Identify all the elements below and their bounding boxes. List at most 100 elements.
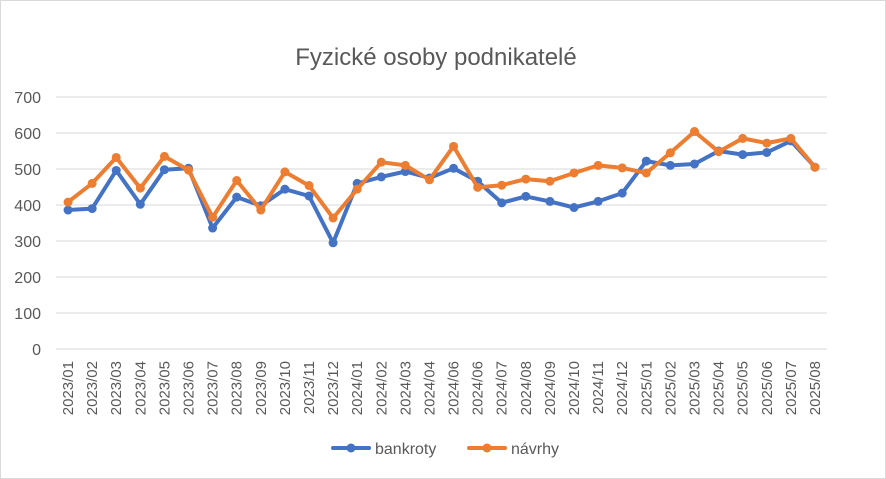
data-point: [810, 162, 820, 172]
x-tick-label: 2024/07: [494, 361, 511, 415]
y-tick-label: 300: [14, 234, 41, 251]
data-point: [593, 196, 603, 206]
data-point: [208, 223, 218, 233]
x-tick-label: 2024/06: [470, 361, 487, 415]
x-tick-label: 2023/10: [277, 361, 294, 415]
x-tick-label: 2025/05: [735, 361, 752, 415]
legend-item-návrhy: návrhy: [467, 441, 559, 458]
data-point: [449, 163, 459, 173]
x-tick-label: 2024/06: [446, 361, 463, 415]
gridlines: [56, 96, 827, 350]
x-tick-label: 2025/06: [759, 361, 776, 415]
chart-title: Fyzické osoby podnikatelé: [295, 44, 576, 71]
data-point: [617, 163, 627, 173]
x-tick-label: 2023/12: [325, 361, 342, 415]
x-tick-label: 2025/04: [711, 361, 728, 415]
data-point: [521, 174, 531, 184]
data-point: [280, 167, 290, 177]
data-point: [135, 199, 145, 209]
data-point: [641, 156, 651, 166]
x-tick-label: 2024/02: [373, 361, 390, 415]
data-point: [714, 147, 724, 157]
x-tick-label: 2025/02: [662, 361, 679, 415]
data-point: [376, 172, 386, 182]
series-line: [66, 129, 817, 220]
x-tick-label: 2024/09: [542, 361, 559, 415]
x-tick-label: 2025/01: [638, 361, 655, 415]
y-tick-label: 200: [14, 270, 41, 287]
x-tick-label: 2024/04: [421, 361, 438, 415]
data-point: [738, 150, 748, 160]
x-tick-label: 2024/12: [614, 361, 631, 415]
x-tick-label: 2023/08: [229, 361, 246, 415]
y-tick-label: 100: [14, 306, 41, 323]
data-point: [304, 181, 314, 191]
data-point: [569, 203, 579, 213]
legend-marker: [482, 443, 492, 453]
data-point: [232, 192, 242, 202]
data-point: [352, 184, 362, 194]
x-tick-label: 2025/08: [807, 361, 824, 415]
series-návrhy: [63, 127, 820, 223]
data-point: [641, 168, 651, 178]
data-point: [304, 191, 314, 201]
data-point: [111, 165, 121, 175]
x-tick-label: 2024/03: [397, 361, 414, 415]
data-point: [762, 147, 772, 157]
data-point: [63, 197, 73, 207]
data-point: [63, 205, 73, 215]
x-tick-label: 2024/11: [590, 361, 607, 414]
data-point: [593, 160, 603, 170]
data-point: [521, 191, 531, 201]
data-point: [376, 157, 386, 167]
x-tick-label: 2025/03: [686, 361, 703, 415]
x-tick-label: 2023/05: [156, 361, 173, 415]
x-tick-label: 2025/07: [783, 361, 800, 415]
y-tick-label: 700: [14, 90, 41, 107]
x-tick-label: 2023/11: [301, 361, 318, 414]
legend-item-bankroty: bankroty: [331, 441, 436, 458]
data-point: [400, 160, 410, 170]
data-point: [497, 180, 507, 190]
legend-marker: [346, 443, 356, 453]
y-tick-label: 600: [14, 126, 41, 143]
data-point: [328, 238, 338, 248]
data-point: [786, 133, 796, 143]
x-tick-label: 2023/01: [60, 361, 77, 415]
data-point: [449, 141, 459, 151]
data-point: [159, 151, 169, 161]
x-tick-label: 2024/08: [518, 361, 535, 415]
x-tick-label: 2023/04: [132, 361, 149, 415]
data-point: [738, 133, 748, 143]
data-point: [256, 205, 266, 215]
data-point: [665, 160, 675, 170]
data-point: [87, 178, 97, 188]
x-tick-label: 2023/02: [84, 361, 101, 415]
series-lines: [63, 127, 820, 248]
data-point: [545, 196, 555, 206]
y-axis-ticks: 0 100 200 300 400 500 600 700: [14, 90, 41, 359]
data-point: [232, 176, 242, 186]
x-tick-label: 2024/01: [349, 361, 366, 415]
legend-label: návrhy: [511, 441, 559, 458]
data-point: [497, 198, 507, 208]
data-point: [689, 127, 699, 137]
data-point: [184, 165, 194, 175]
data-point: [135, 183, 145, 193]
data-point: [208, 212, 218, 222]
data-point: [762, 138, 772, 148]
legend-label: bankroty: [375, 441, 436, 458]
data-point: [424, 175, 434, 185]
x-tick-label: 2023/03: [108, 361, 125, 415]
y-tick-label: 400: [14, 198, 41, 215]
data-point: [473, 182, 483, 192]
y-tick-label: 0: [32, 342, 41, 359]
data-point: [689, 159, 699, 169]
data-point: [280, 184, 290, 194]
x-tick-label: 2024/10: [566, 361, 583, 415]
x-tick-label: 2023/07: [205, 361, 222, 415]
series-line: [66, 138, 817, 245]
data-point: [328, 213, 338, 223]
